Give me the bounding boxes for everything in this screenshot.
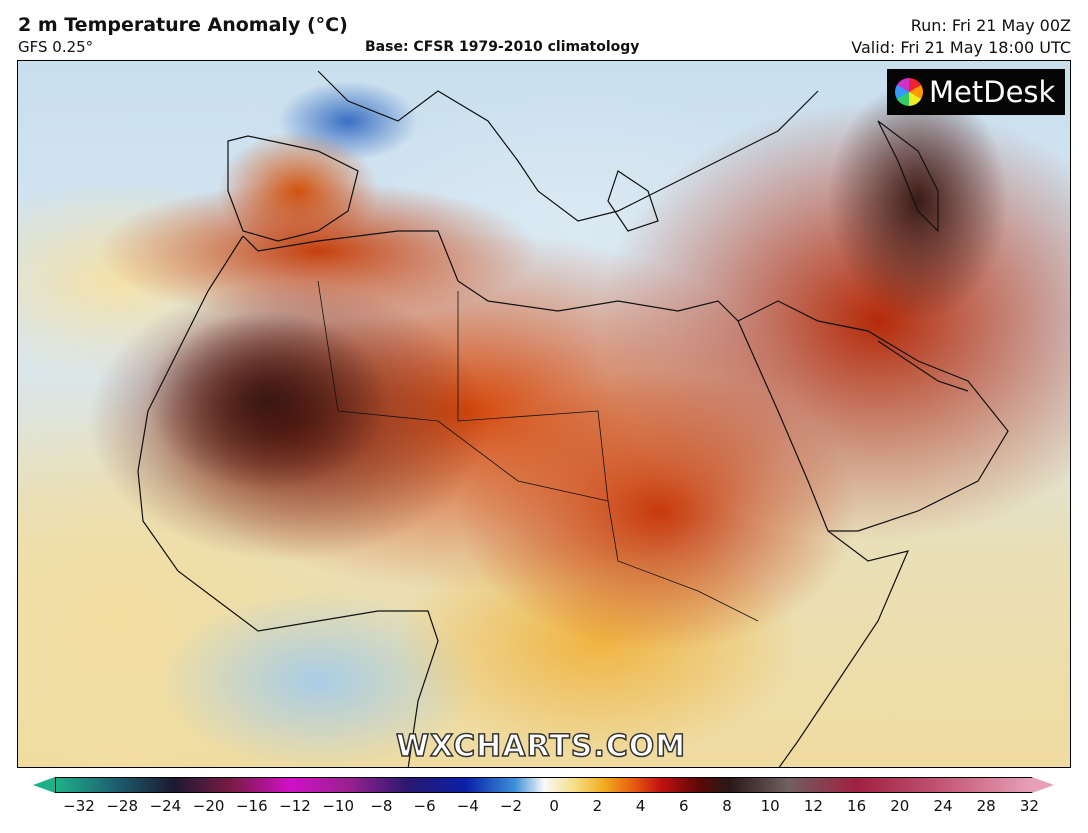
colorbar-tick-label: 4 <box>635 797 646 815</box>
colorbar-tick-label: −24 <box>149 797 182 815</box>
colorbar-min-arrow <box>33 777 55 793</box>
colorbar-tick-label: 32 <box>1019 797 1039 815</box>
colorbar-tick-label: 28 <box>976 797 996 815</box>
logo-text: MetDesk <box>929 75 1056 109</box>
colorbar-tick-label: −16 <box>235 797 268 815</box>
chart-title: 2 m Temperature Anomaly (°C) <box>18 14 348 36</box>
colorbar-tick-label: −6 <box>413 797 436 815</box>
colorbar-tick-label: −12 <box>279 797 311 815</box>
colorbar-tick-label: −8 <box>370 797 393 815</box>
watermark: WXCHARTS.COM <box>395 728 687 765</box>
colorbar-tick-label: 0 <box>549 797 559 815</box>
colorbar-tick-label: −32 <box>63 797 95 815</box>
coastlines <box>137 70 1009 767</box>
colorbar-tick-label: −4 <box>456 797 479 815</box>
metdesk-logo-icon <box>895 78 923 106</box>
valid-label: Valid: Fri 21 May 18:00 UTC <box>851 38 1071 57</box>
colorbar-max-arrow <box>1032 777 1054 793</box>
anomaly-map: MetDesk WXCHARTS.COM <box>17 60 1071 768</box>
colorbar-tick-label: 2 <box>592 797 603 815</box>
colorbar <box>55 777 1033 793</box>
colorbar-tick-label: −2 <box>499 797 523 815</box>
run-label: Run: Fri 21 May 00Z <box>910 16 1071 35</box>
metdesk-logo: MetDesk <box>887 69 1065 115</box>
colorbar-tick-label: −10 <box>322 797 355 815</box>
colorbar-tick-label: −20 <box>192 797 225 815</box>
base-label: Base: CFSR 1979-2010 climatology <box>365 39 640 55</box>
colorbar-tick-label: 24 <box>933 797 953 815</box>
colorbar-tick-label: 6 <box>679 797 689 815</box>
colorbar-tick-label: 12 <box>803 797 823 815</box>
colorbar-tick-label: 8 <box>722 797 732 815</box>
colorbar-tick-label: 16 <box>847 797 867 815</box>
model-label: GFS 0.25° <box>18 38 94 56</box>
colorbar-tick-label: −28 <box>106 797 139 815</box>
colorbar-tick-label: 10 <box>760 797 780 815</box>
colorbar-tick-label: 20 <box>890 797 910 815</box>
